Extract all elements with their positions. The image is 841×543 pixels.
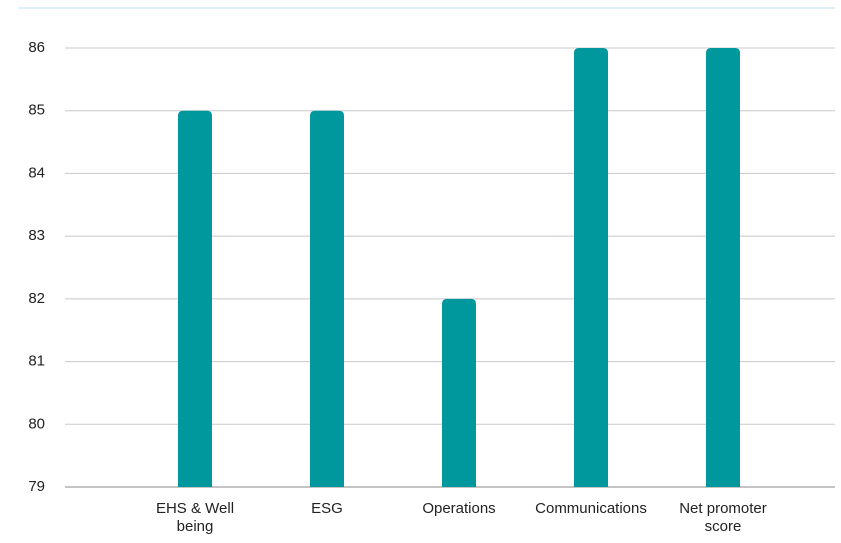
bar <box>442 298 476 487</box>
y-tick-label: 86 <box>28 39 45 56</box>
y-tick-label: 82 <box>28 290 45 307</box>
bar <box>178 110 212 487</box>
y-tick-label: 83 <box>28 227 45 244</box>
bar <box>310 110 344 487</box>
x-tick-label: EHS & Well being <box>155 500 235 535</box>
x-tick-label: ESG <box>311 500 343 517</box>
x-tick-label: Communications <box>535 500 647 517</box>
y-tick-label: 80 <box>28 415 45 432</box>
bar <box>574 48 608 487</box>
x-tick-label: Net promoter score <box>679 500 767 535</box>
y-tick-label: 79 <box>28 478 45 495</box>
y-tick-label: 85 <box>28 102 45 119</box>
y-tick-label: 84 <box>28 164 45 181</box>
y-tick-label: 81 <box>28 353 45 370</box>
x-tick-label: Operations <box>422 500 496 517</box>
bar <box>706 48 740 487</box>
